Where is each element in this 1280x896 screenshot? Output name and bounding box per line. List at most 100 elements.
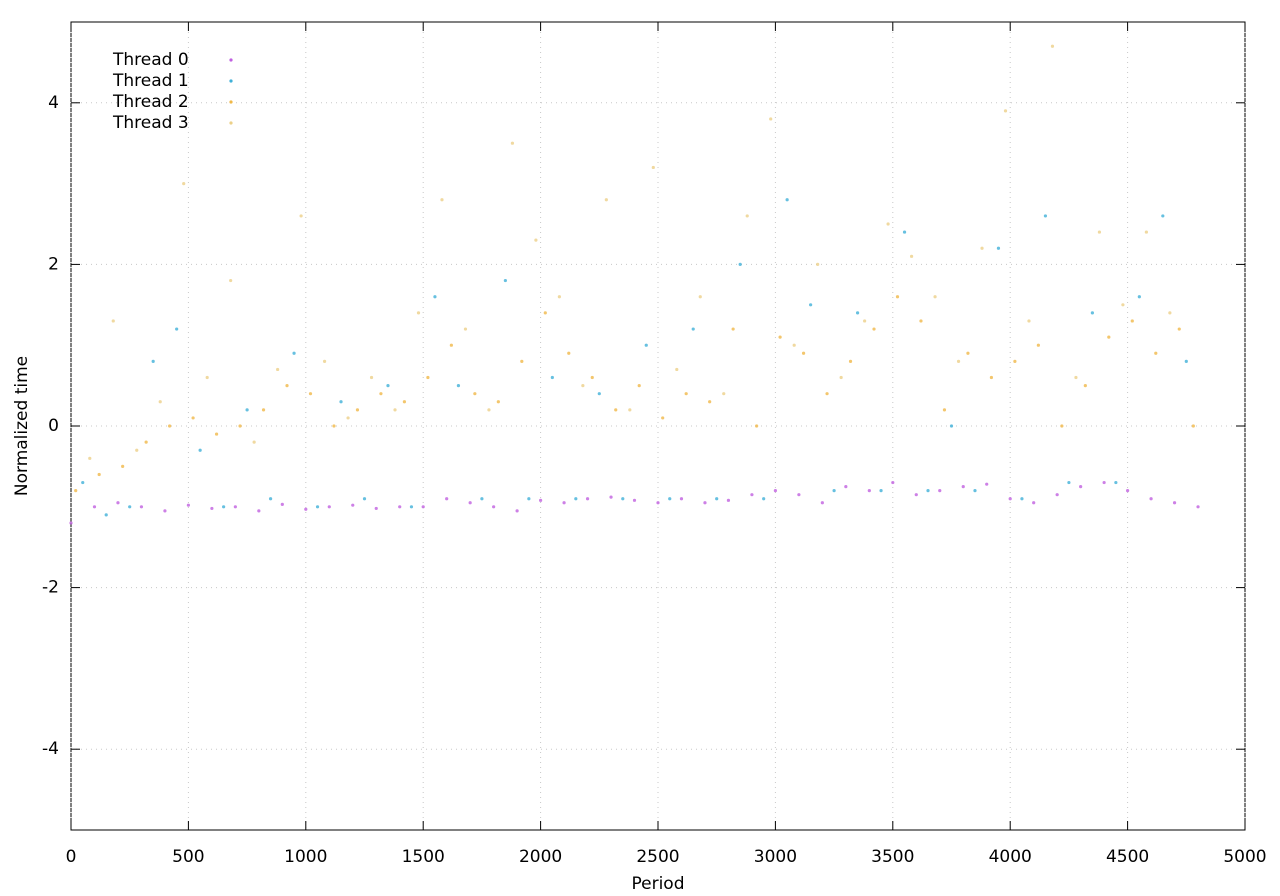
point xyxy=(238,424,242,428)
point xyxy=(773,489,778,493)
point xyxy=(956,359,961,363)
point xyxy=(675,367,679,372)
point xyxy=(750,493,754,497)
point xyxy=(374,506,378,511)
point xyxy=(186,503,190,507)
point xyxy=(809,303,813,307)
point xyxy=(832,489,836,493)
point xyxy=(1172,501,1177,505)
y-tick-label: -4 xyxy=(42,739,59,759)
point xyxy=(487,408,491,412)
point xyxy=(684,392,688,396)
point xyxy=(205,375,209,380)
point xyxy=(402,400,407,404)
point xyxy=(398,505,402,509)
point xyxy=(933,295,937,299)
point xyxy=(346,416,350,420)
point xyxy=(1003,109,1008,113)
point xyxy=(191,416,195,420)
point xyxy=(895,295,900,299)
point xyxy=(703,501,707,505)
point xyxy=(433,295,437,299)
point xyxy=(1020,497,1024,501)
point xyxy=(585,497,590,501)
point xyxy=(1079,485,1083,489)
point xyxy=(304,507,308,511)
point xyxy=(104,513,108,517)
point xyxy=(621,497,625,501)
point xyxy=(1184,359,1188,363)
point xyxy=(1168,311,1172,315)
point xyxy=(534,238,538,242)
x-tick-label: 1500 xyxy=(402,847,445,867)
point xyxy=(292,351,296,355)
point xyxy=(116,501,120,505)
point xyxy=(463,327,468,331)
point xyxy=(229,278,233,283)
point xyxy=(966,351,970,355)
point xyxy=(762,497,766,501)
point xyxy=(456,384,461,388)
point xyxy=(1149,497,1153,501)
point xyxy=(1114,480,1118,485)
point xyxy=(942,408,947,412)
point xyxy=(285,384,289,388)
point xyxy=(886,222,890,226)
point xyxy=(557,295,561,299)
y-tick-label: 2 xyxy=(48,254,59,274)
point xyxy=(1137,295,1141,299)
y-axis-label: Normalized time xyxy=(12,356,32,496)
point xyxy=(550,375,554,380)
point xyxy=(416,311,421,315)
point xyxy=(1102,480,1106,485)
point xyxy=(214,432,219,436)
point xyxy=(1055,493,1059,497)
point xyxy=(1050,44,1055,48)
point xyxy=(797,493,801,497)
point xyxy=(668,497,672,501)
point xyxy=(322,359,327,363)
point xyxy=(1097,230,1102,234)
legend-label: Thread 0 xyxy=(112,50,189,70)
point xyxy=(135,448,139,452)
point xyxy=(351,503,355,507)
point xyxy=(1154,351,1158,355)
point xyxy=(715,497,719,501)
legend-marker xyxy=(229,100,233,104)
point xyxy=(632,498,637,502)
x-tick-label: 3000 xyxy=(754,847,797,867)
point xyxy=(604,198,608,202)
point xyxy=(245,408,249,412)
point xyxy=(1196,505,1200,509)
point xyxy=(755,424,759,428)
point xyxy=(1144,230,1148,234)
point xyxy=(210,506,214,511)
point xyxy=(825,392,829,396)
point xyxy=(1008,497,1012,501)
point xyxy=(175,327,179,331)
point xyxy=(252,440,256,444)
point xyxy=(543,311,547,315)
point xyxy=(855,311,860,315)
point xyxy=(1060,424,1064,428)
point xyxy=(792,343,796,347)
point xyxy=(158,400,162,404)
x-tick-label: 4000 xyxy=(989,847,1032,867)
point xyxy=(1121,303,1125,307)
point xyxy=(386,384,390,388)
point xyxy=(1161,214,1165,218)
point xyxy=(801,351,806,355)
x-tick-label: 1000 xyxy=(284,847,327,867)
point xyxy=(496,400,500,404)
point xyxy=(445,497,449,501)
point xyxy=(257,509,261,513)
point xyxy=(1013,359,1017,363)
point xyxy=(1036,343,1040,347)
legend-marker xyxy=(229,79,233,83)
point xyxy=(914,493,918,497)
point xyxy=(527,497,531,501)
legend-label: Thread 2 xyxy=(112,92,189,112)
point xyxy=(69,521,73,525)
x-tick-label: 5000 xyxy=(1223,847,1266,867)
